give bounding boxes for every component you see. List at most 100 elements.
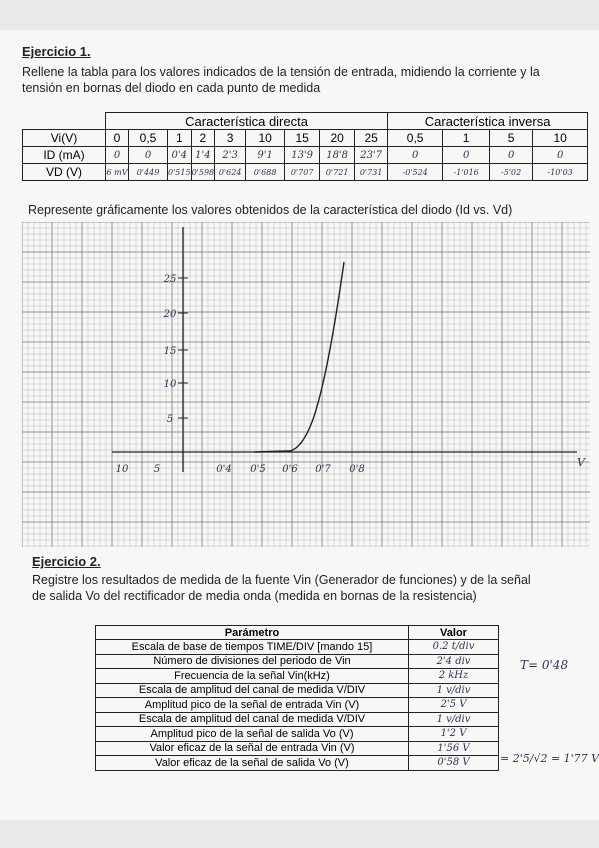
cell: 0,5	[128, 129, 168, 147]
cell: 0	[442, 146, 491, 164]
note: = 2'5/√2 = 1'77 V	[500, 752, 599, 765]
row: Frecuencia de la señal Vin(kHz) 2 kHz	[95, 668, 499, 684]
sheet: Ejercicio 1. Rellene la tabla para los v…	[0, 30, 599, 820]
axis-label: V	[577, 456, 586, 469]
row-label: VD (V)	[22, 163, 106, 181]
group-header: Característica directa	[104, 112, 389, 130]
header-cell: Valor	[408, 625, 499, 640]
cell: Escala de amplitud del canal de medida V…	[95, 711, 409, 727]
cell: Escala de amplitud del canal de medida V…	[95, 682, 409, 698]
cell: 0	[105, 129, 129, 147]
cell: 2'3	[214, 146, 247, 164]
cell: 1'56 V	[408, 740, 499, 756]
cell: 0'598	[190, 163, 216, 181]
y-label: 25	[163, 274, 177, 285]
cell: 1	[167, 129, 192, 147]
cell: 2	[190, 129, 216, 147]
row: Número de divisiones del periodo de Vin 2…	[95, 653, 499, 669]
cell: 9'1	[245, 146, 286, 164]
x-label: 0'4	[216, 464, 231, 475]
cell: 3	[214, 129, 247, 147]
x-label: 0'8	[349, 464, 364, 475]
cell: 2 kHz	[408, 668, 499, 684]
cell: 0'688	[245, 163, 286, 181]
table: Característica directa Característica inv…	[22, 112, 589, 181]
cell: 0'4	[167, 146, 192, 164]
row: Característica directa Característica inv…	[22, 112, 589, 130]
instruction: Rellene la tabla para los valores indica…	[22, 65, 540, 95]
row: Valor eficaz de la señal de entrada Vin …	[95, 740, 499, 756]
cell: 23'7	[354, 146, 389, 164]
cell: 2'4 div	[408, 653, 499, 669]
cell	[22, 112, 106, 130]
cell: 0'515	[167, 163, 192, 181]
group-header: Característica inversa	[387, 112, 589, 130]
cell: 0.2 t/div	[408, 639, 499, 655]
cell: 0'721	[319, 163, 356, 181]
cell: 0'58 V	[408, 755, 499, 771]
cell: Valor eficaz de la señal de salida Vo (V…	[95, 755, 409, 771]
cell: 0	[532, 146, 589, 164]
cell: 0'707	[284, 163, 321, 181]
row: VD (V) 6 mV 0'449 0'515 0'598 0'624 0'688 0'707…	[22, 163, 589, 181]
note: T= 0'48	[520, 658, 569, 672]
table: Parámetro Valor Escala de base de tiempos …	[95, 625, 499, 771]
cell: 5	[489, 129, 534, 147]
cell: 6 mV	[105, 163, 129, 181]
y-label: 15	[164, 346, 177, 357]
row-label: ID (mA)	[22, 146, 106, 164]
cell: Frecuencia de la señal Vin(kHz)	[95, 668, 409, 684]
x-label: 0'7	[315, 464, 331, 475]
row: Escala de base de tiempos TIME/DIV [mand…	[95, 639, 499, 655]
cell: 20	[319, 129, 356, 147]
cell: 0'624	[214, 163, 247, 181]
row: Valor eficaz de la señal de salida Vo (V…	[95, 755, 499, 771]
graph: 25 20 15 10 5 10 5 0'4 0'5 0'6 0'7 0'8 V	[22, 222, 590, 547]
y-label: 5	[167, 414, 173, 425]
row: Amplitud pico de la señal de entrada Vin…	[95, 697, 499, 713]
title: Ejercicio 2.	[32, 554, 101, 569]
title: Ejercicio 1.	[22, 44, 91, 59]
cell: 0'731	[354, 163, 389, 181]
x-label: 5	[154, 464, 160, 475]
y-label: 10	[164, 379, 177, 390]
curve	[253, 261, 345, 453]
row: ID (mA) 0 0 0'4 1'4 2'3 9'1 13'9 18'8 23'7 0 0 0 0	[22, 146, 589, 164]
row: Vi(V) 0 0,5 1 2 3 10 15 20 25 0,5 1 5 10	[22, 129, 589, 147]
cell: Amplitud pico de la señal de entrada Vin…	[95, 697, 409, 713]
cell: 1	[442, 129, 491, 147]
cell: 1 v/div	[408, 682, 499, 698]
cell: 0	[387, 146, 444, 164]
cell: 0	[489, 146, 534, 164]
cell: Número de divisiones del periodo de Vin	[95, 653, 409, 669]
instruction: Registre los resultados de medida de la …	[32, 573, 531, 603]
cell: 10	[245, 129, 286, 147]
row: Escala de amplitud del canal de medida V…	[95, 711, 499, 727]
cell: Amplitud pico de la señal de salida Vo (…	[95, 726, 409, 742]
row: Amplitud pico de la señal de salida Vo (…	[95, 726, 499, 742]
cell: -1'016	[442, 163, 491, 181]
cell: 18'8	[319, 146, 356, 164]
cell: Valor eficaz de la señal de entrada Vin …	[95, 740, 409, 756]
cell: 13'9	[284, 146, 321, 164]
cell: 0,5	[387, 129, 444, 147]
cell: 25	[354, 129, 389, 147]
x-label: 0'5	[250, 464, 265, 475]
cell: 1'2 V	[408, 726, 499, 742]
cell: 0	[128, 146, 168, 164]
cell: 10	[532, 129, 589, 147]
y-label: 20	[163, 309, 177, 320]
cell: 2'5 V	[408, 697, 499, 713]
x-label: 10	[116, 464, 129, 475]
cell: -10'03	[532, 163, 589, 181]
row: Escala de amplitud del canal de medida V…	[95, 682, 499, 698]
cell: 1'4	[190, 146, 216, 164]
cell: 0	[105, 146, 129, 164]
cell: -5'02	[489, 163, 534, 181]
x-label: 0'6	[282, 464, 298, 475]
cell: 0'449	[128, 163, 168, 181]
row: Parámetro Valor	[95, 625, 499, 640]
cell: -0'524	[387, 163, 444, 181]
row-label: Vi(V)	[22, 129, 106, 147]
cell: Escala de base de tiempos TIME/DIV [mand…	[95, 639, 409, 655]
